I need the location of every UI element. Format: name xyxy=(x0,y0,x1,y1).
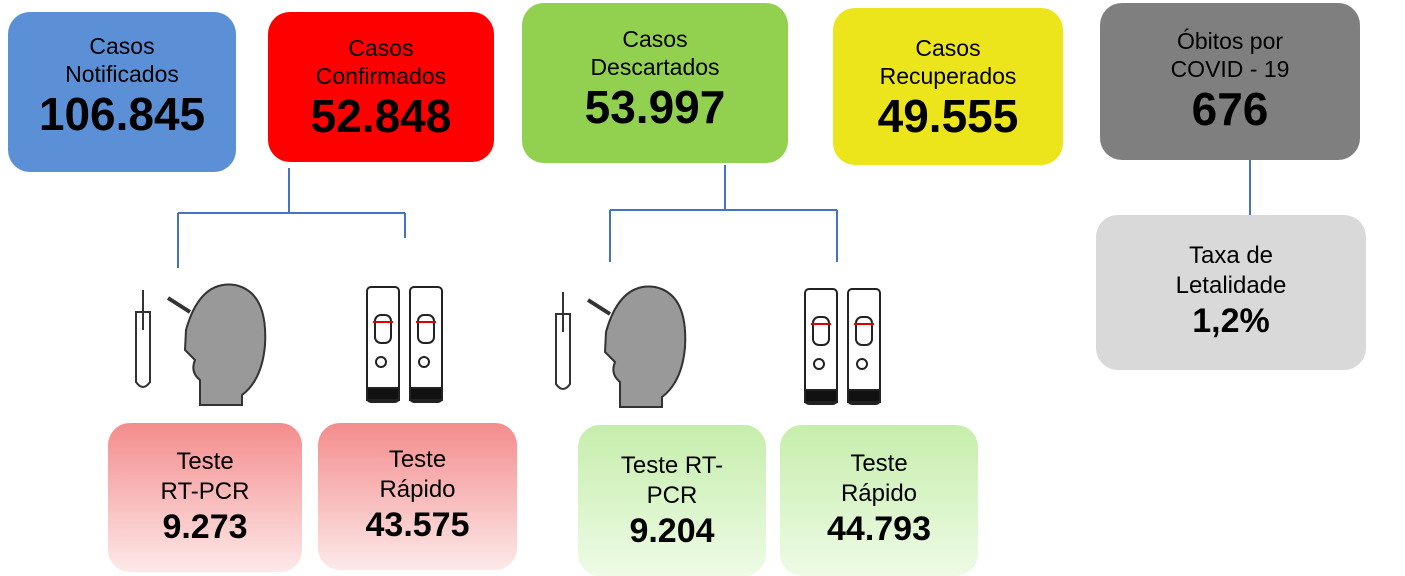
discarded-connector xyxy=(610,165,837,262)
page: Casos Notificados 106.845 Casos Confirma… xyxy=(0,0,1405,576)
card-label: Recuperados xyxy=(833,62,1063,90)
pcr-icon xyxy=(136,285,265,405)
confirmed-connector xyxy=(178,168,405,268)
card-value: 676 xyxy=(1100,83,1360,135)
card-lethality: Taxa de Letalidade 1,2% xyxy=(1096,215,1366,370)
card-value: 43.575 xyxy=(318,505,517,545)
card-label: COVID - 19 xyxy=(1100,55,1360,83)
card-notified: Casos Notificados 106.845 xyxy=(8,12,236,172)
rapid-test-icon xyxy=(367,287,442,402)
card-value: 44.793 xyxy=(780,509,978,549)
card-value: 1,2% xyxy=(1096,301,1366,341)
rapid-test-icon xyxy=(805,289,880,404)
card-deaths: Óbitos por COVID - 19 676 xyxy=(1100,3,1360,160)
card-confirmed-pcr: Teste RT-PCR 9.273 xyxy=(108,423,302,572)
card-discarded: Casos Descartados 53.997 xyxy=(522,3,788,163)
card-discarded-rapid: Teste Rápido 44.793 xyxy=(780,425,978,576)
card-label: Notificados xyxy=(8,60,236,88)
card-label: Taxa de xyxy=(1096,241,1366,271)
card-value: 9.204 xyxy=(578,511,766,551)
card-discarded-pcr: Teste RT- PCR 9.204 xyxy=(578,425,766,576)
card-label: Óbitos por xyxy=(1100,27,1360,55)
card-recovered: Casos Recuperados 49.555 xyxy=(833,8,1063,165)
card-label: Casos xyxy=(522,25,788,53)
card-confirmed-rapid: Teste Rápido 43.575 xyxy=(318,423,517,570)
card-label: Teste xyxy=(780,449,978,479)
card-value: 52.848 xyxy=(268,90,494,142)
card-confirmed: Casos Confirmados 52.848 xyxy=(268,12,494,162)
card-label: Casos xyxy=(268,34,494,62)
card-label: Teste RT- xyxy=(578,451,766,481)
card-label: Rápido xyxy=(780,479,978,509)
card-label: Rápido xyxy=(318,475,517,505)
card-label: Casos xyxy=(8,32,236,60)
card-label: Confirmados xyxy=(268,62,494,90)
card-label: Descartados xyxy=(522,53,788,81)
connectors xyxy=(178,160,1250,268)
pcr-icon xyxy=(556,287,685,407)
card-label: Letalidade xyxy=(1096,271,1366,301)
card-value: 9.273 xyxy=(108,507,302,547)
card-value: 49.555 xyxy=(833,90,1063,142)
card-label: PCR xyxy=(578,481,766,511)
card-label: RT-PCR xyxy=(108,477,302,507)
card-value: 53.997 xyxy=(522,81,788,133)
card-value: 106.845 xyxy=(8,88,236,140)
card-label: Teste xyxy=(318,445,517,475)
card-label: Teste xyxy=(108,447,302,477)
card-label: Casos xyxy=(833,34,1063,62)
